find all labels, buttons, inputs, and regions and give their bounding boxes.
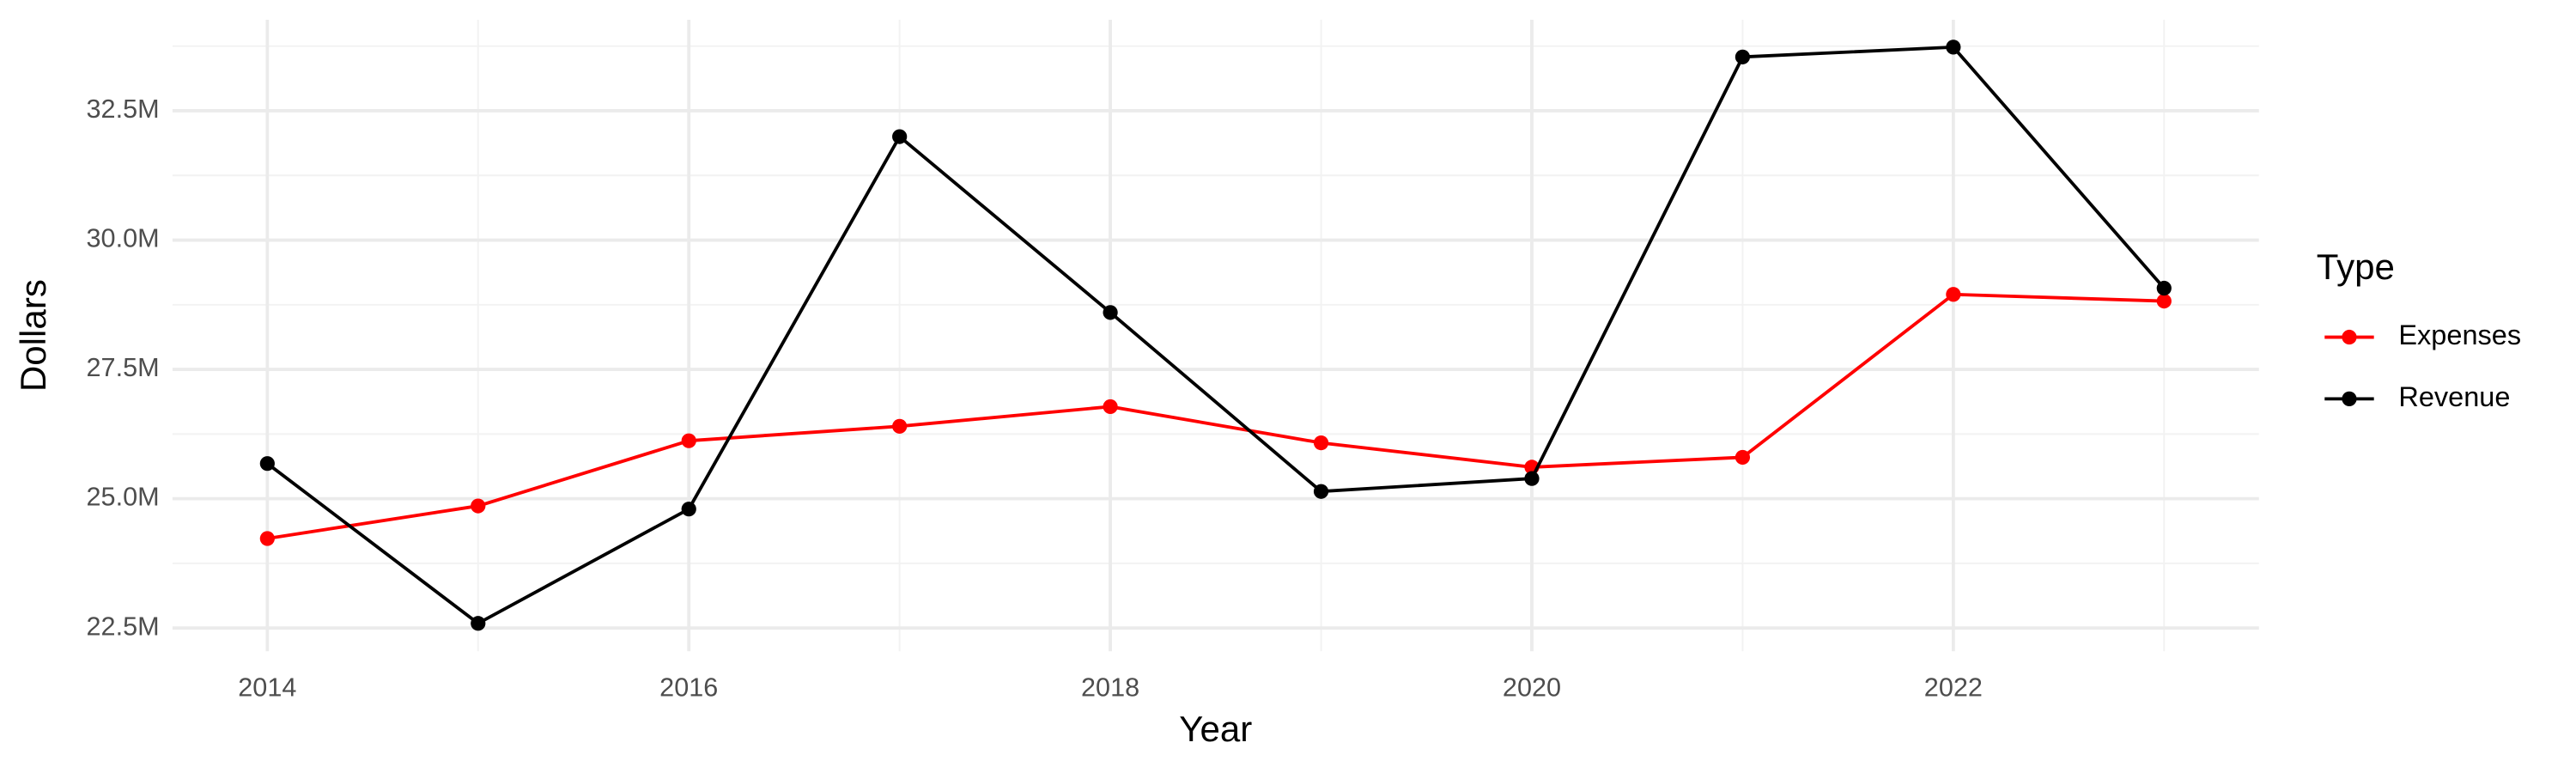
plot-marks	[259, 40, 2172, 631]
series-line	[266, 45, 2166, 626]
data-point	[471, 498, 486, 514]
data-point	[1524, 471, 1540, 486]
data-point	[2156, 293, 2172, 309]
data-point	[892, 129, 908, 144]
legend-label: Revenue	[2398, 381, 2510, 412]
series-line	[267, 292, 2165, 540]
data-point	[1946, 287, 1961, 302]
data-point	[1735, 449, 1751, 466]
legend-marker	[2342, 329, 2357, 345]
x-tick-label: 2018	[1081, 673, 1139, 702]
data-point	[259, 531, 275, 546]
data-point	[1313, 484, 1329, 499]
data-point	[471, 616, 486, 631]
grid	[172, 19, 2259, 652]
legend-label: Expenses	[2398, 320, 2521, 350]
y-tick-label: 27.5M	[87, 353, 160, 382]
data-point	[1946, 40, 1961, 55]
data-point	[892, 418, 908, 434]
data-point	[681, 433, 696, 448]
x-tick-label: 2022	[1924, 673, 1983, 702]
y-tick-label: 32.5M	[87, 94, 160, 124]
legend-marker	[2342, 391, 2357, 406]
x-tick-label: 2016	[659, 673, 718, 702]
y-tick-label: 25.0M	[87, 483, 160, 512]
y-tick-label: 30.0M	[87, 224, 160, 253]
data-point	[681, 502, 696, 517]
legend-title: Type	[2317, 247, 2395, 287]
y-tick-label: 22.5M	[87, 612, 160, 641]
x-tick-label: 2020	[1503, 673, 1561, 702]
x-axis-title: Year	[1179, 709, 1252, 749]
x-tick-label: 2014	[238, 673, 296, 702]
data-point	[2156, 280, 2172, 296]
data-point	[1103, 305, 1118, 320]
y-axis-title: Dollars	[13, 279, 53, 392]
data-point	[1103, 399, 1118, 415]
data-point	[259, 456, 275, 472]
data-point	[1735, 49, 1751, 64]
data-point	[1313, 435, 1329, 451]
